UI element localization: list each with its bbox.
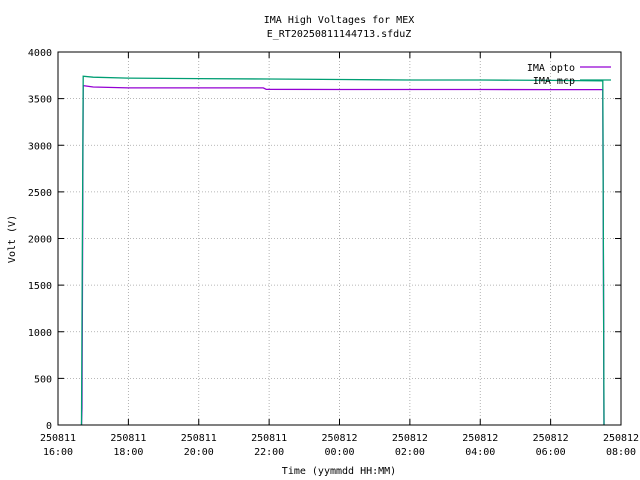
- y-tick-label: 500: [34, 374, 52, 385]
- x-tick-time-label: 00:00: [324, 447, 354, 458]
- y-tick-label: 2000: [28, 235, 52, 246]
- x-tick-date-label: 250812: [603, 433, 639, 444]
- x-tick-time-label: 02:00: [395, 447, 425, 458]
- y-axis-label: Volt (V): [7, 215, 18, 263]
- y-tick-label: 4000: [28, 48, 52, 59]
- axis-ticks: 0 500 1000 1500 2000 2500 3000 3500 4000 250811 16…: [28, 48, 639, 458]
- legend-label: IMA opto: [527, 63, 575, 74]
- y-tick-label: 0: [46, 421, 52, 432]
- x-tick-date-label: 250811: [40, 433, 76, 444]
- y-tick-label: 3000: [28, 141, 52, 152]
- legend-label: IMA mcp: [533, 76, 575, 87]
- x-tick-time-label: 22:00: [254, 447, 284, 458]
- x-tick-time-label: 20:00: [184, 447, 214, 458]
- x-tick-time-label: 06:00: [536, 447, 566, 458]
- y-tick-label: 2500: [28, 188, 52, 199]
- series-line-ima-opto: [80, 84, 605, 426]
- x-tick-time-label: 04:00: [465, 447, 495, 458]
- x-tick-date-label: 250812: [321, 433, 357, 444]
- y-tick-label: 1000: [28, 328, 52, 339]
- x-tick-date-label: 250812: [392, 433, 428, 444]
- y-tick-label: 1500: [28, 281, 52, 292]
- x-tick-date-label: 250811: [110, 433, 146, 444]
- x-tick-date-label: 250811: [251, 433, 287, 444]
- chart-title: IMA High Voltages for MEX: [264, 15, 415, 26]
- x-tick-time-label: 18:00: [113, 447, 143, 458]
- x-tick-time-label: 16:00: [43, 447, 73, 458]
- y-tick-label: 3500: [28, 95, 52, 106]
- grid: [58, 52, 621, 425]
- chart-subtitle: E_RT20250811144713.sfduZ: [267, 29, 412, 40]
- x-tick-time-label: 08:00: [606, 447, 636, 458]
- series-group: [80, 75, 605, 426]
- x-tick-date-label: 250811: [181, 433, 217, 444]
- x-tick-date-label: 250812: [462, 433, 498, 444]
- plot-frame: [57, 51, 622, 426]
- series-line-ima-mcp: [80, 75, 605, 426]
- x-axis-label: Time (yymmdd HH:MM): [282, 466, 396, 477]
- x-tick-date-label: 250812: [533, 433, 569, 444]
- legend: IMA opto IMA mcp: [527, 63, 611, 87]
